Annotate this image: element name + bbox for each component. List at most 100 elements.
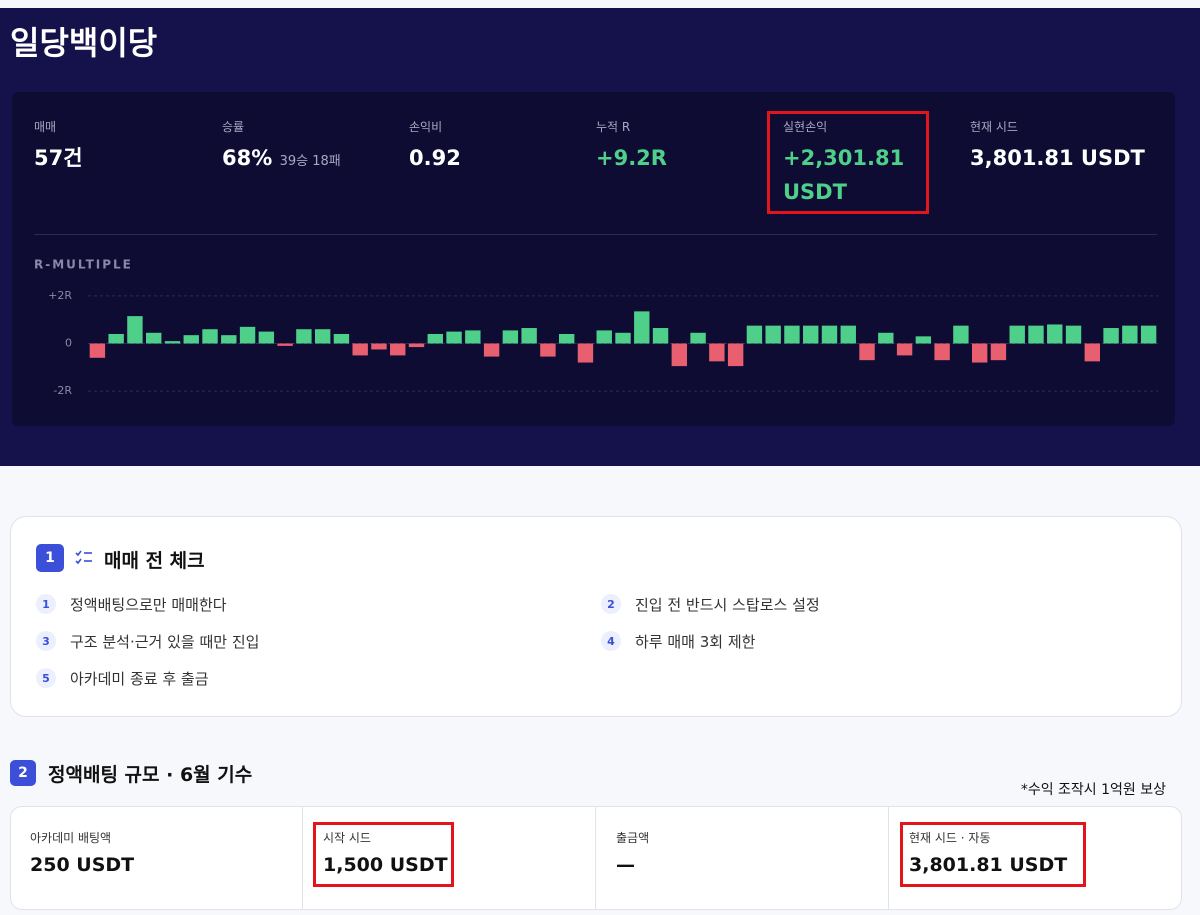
stat-label: 매매	[34, 120, 57, 134]
highlight-box	[900, 822, 1086, 887]
cell-label: 시작 시드	[323, 831, 371, 845]
stat-label: 승률	[222, 120, 245, 134]
stat-label: 실현손익	[783, 120, 828, 134]
item-number: 3	[36, 631, 56, 651]
highlight-box	[313, 822, 454, 887]
section-title: 정액배팅 규모 · 6월 기수	[48, 764, 253, 786]
item-number: 1	[36, 594, 56, 614]
bar	[746, 325, 763, 344]
bar	[558, 333, 575, 344]
item-number: 4	[601, 631, 621, 651]
bar	[1140, 325, 1157, 344]
bar	[971, 343, 988, 363]
highlight-box	[767, 111, 929, 214]
stat-value: 57건	[34, 146, 83, 170]
section-badge: 2	[10, 760, 36, 786]
bar	[634, 311, 650, 344]
bar	[596, 330, 612, 344]
y-tick-label: 0	[65, 337, 72, 350]
stat-value: 3,801.81 USDT	[970, 146, 1145, 170]
stat-value: 68%	[222, 146, 273, 170]
bar	[577, 343, 594, 363]
bar	[483, 343, 500, 357]
stat-detail: 39승 18패	[279, 154, 341, 169]
bar	[784, 325, 800, 344]
bar	[183, 335, 199, 344]
stat-value: +2,301.81 USDT	[783, 146, 905, 204]
bar	[408, 343, 425, 348]
bar	[352, 343, 368, 356]
cell-value: —	[616, 854, 635, 876]
cell-value: 250 USDT	[30, 854, 135, 876]
bar	[709, 343, 725, 362]
stats-card	[12, 92, 1175, 426]
checklist-item: 하루 매매 3회 제한	[635, 633, 756, 651]
stat-value: 0.92	[409, 146, 461, 170]
bar	[821, 325, 838, 344]
bar	[202, 329, 218, 344]
page-title: 일당백이당	[10, 24, 158, 62]
bar	[915, 336, 932, 344]
y-tick-label: +2R	[48, 289, 72, 302]
bar	[1122, 325, 1138, 344]
bar	[146, 332, 162, 344]
stat-value: +9.2R	[596, 146, 667, 170]
chart-title: R-MULTIPLE	[34, 258, 133, 272]
bar	[1009, 325, 1025, 344]
bar	[221, 335, 237, 344]
stat-label: 손익비	[409, 120, 443, 134]
cell-label: 아카데미 배팅액	[30, 831, 112, 845]
bar	[277, 343, 293, 346]
cell-value: 1,500 USDT	[323, 854, 448, 876]
bar	[953, 325, 969, 344]
bar	[840, 325, 856, 344]
cell-divider	[302, 806, 303, 910]
bar	[1103, 328, 1119, 344]
bar	[296, 329, 312, 344]
bar	[390, 343, 406, 356]
bar	[878, 332, 894, 344]
bar	[934, 343, 950, 361]
bar	[1065, 325, 1082, 344]
checklist-item: 구조 분석·근거 있을 때만 진입	[70, 633, 260, 651]
bar	[615, 332, 631, 344]
bar	[465, 330, 481, 344]
bar	[371, 343, 387, 350]
bar	[990, 343, 1007, 361]
item-number: 2	[601, 594, 621, 614]
bar	[690, 332, 706, 344]
bar	[427, 333, 443, 344]
divider	[34, 234, 1157, 235]
bar	[765, 325, 781, 344]
cell-label: 출금액	[616, 831, 650, 845]
section-badge: 1	[36, 544, 64, 572]
bar	[89, 343, 106, 358]
item-number: 5	[36, 668, 56, 688]
checklist-icon	[75, 550, 92, 565]
cell-value: 3,801.81 USDT	[909, 854, 1068, 876]
bar	[803, 325, 819, 344]
checklist-item: 진입 전 반드시 스탑로스 설정	[635, 596, 820, 614]
r-multiple-chart: R-MULTIPLE +2R 0 -2R	[34, 258, 1158, 397]
note: *수익 조작시 1억원 보상	[1020, 782, 1166, 798]
bar	[446, 331, 462, 344]
checklist-item: 정액배팅으로만 매매한다	[70, 596, 227, 614]
stat-value-group: 68% 39승 18패	[222, 141, 341, 179]
cell-divider	[595, 806, 596, 910]
bar	[502, 330, 519, 344]
bar	[727, 343, 744, 367]
cell-divider	[888, 806, 889, 910]
checklist-item: 아카데미 종료 후 출금	[70, 670, 209, 688]
bar	[1084, 343, 1100, 362]
bar	[258, 331, 275, 344]
bar	[314, 329, 331, 344]
bar	[671, 343, 688, 367]
bar	[540, 343, 556, 357]
checklist-card	[10, 516, 1182, 717]
bar	[1028, 325, 1044, 344]
bar	[127, 316, 143, 344]
y-tick-label: -2R	[53, 384, 72, 397]
bar	[896, 343, 913, 356]
bar	[239, 326, 256, 344]
